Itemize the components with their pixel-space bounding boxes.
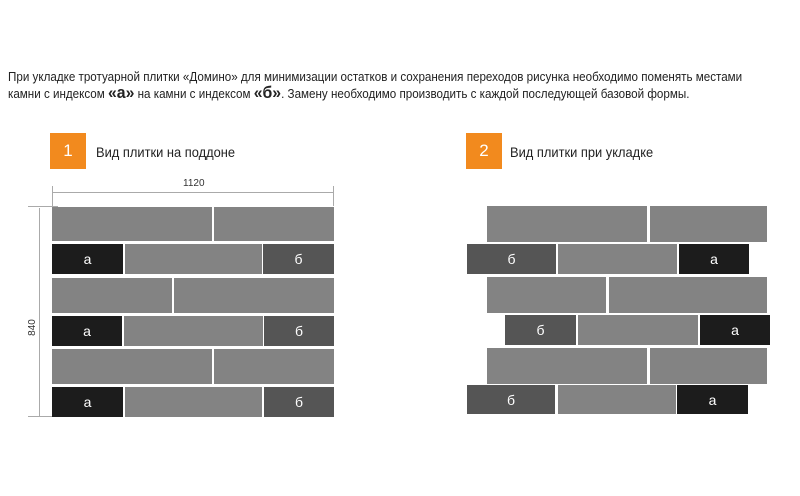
tile xyxy=(125,244,262,274)
tile xyxy=(558,385,676,414)
section-2-title: Вид плитки при укладке xyxy=(510,144,654,160)
tile-b: б xyxy=(505,315,576,345)
tile-a: а xyxy=(677,385,748,414)
tile-b: б xyxy=(264,316,334,346)
index-a: «а» xyxy=(108,83,135,102)
tile xyxy=(558,244,677,274)
tile-b: б xyxy=(467,385,555,414)
index-b: «б» xyxy=(253,83,282,102)
dimension-tick xyxy=(28,206,58,207)
tile xyxy=(52,349,212,384)
tile-b: б xyxy=(263,244,334,274)
tile xyxy=(650,206,767,242)
intro-line-1: При укладке тротуарной плитки «Домино» д… xyxy=(8,70,743,84)
tile xyxy=(174,278,334,313)
tile xyxy=(487,277,606,313)
tile xyxy=(52,207,212,241)
tile xyxy=(487,206,647,242)
section-1-badge: 1 xyxy=(50,133,86,169)
tile-a: а xyxy=(52,387,123,417)
tile xyxy=(214,207,334,241)
tile xyxy=(487,348,647,384)
width-dimension-line xyxy=(52,192,334,193)
tile xyxy=(609,277,767,313)
dimension-tick xyxy=(52,186,53,206)
dimension-tick xyxy=(333,186,334,206)
height-dimension-line xyxy=(39,208,40,416)
tile xyxy=(650,348,767,384)
intro-line-2: камни с индексом «а» на камни с индексом… xyxy=(8,83,690,102)
height-label: 840 xyxy=(26,319,38,336)
tile-b: б xyxy=(264,387,334,417)
section-2-badge: 2 xyxy=(466,133,502,169)
tile xyxy=(578,315,698,345)
tile xyxy=(124,316,263,346)
tile xyxy=(125,387,262,417)
dimension-tick xyxy=(28,416,58,417)
intro-text: При укладке тротуарной плитки «Домино» д… xyxy=(8,69,743,102)
section-1-title: Вид плитки на поддоне xyxy=(96,144,236,160)
tile xyxy=(214,349,334,384)
tile-a: а xyxy=(679,244,749,274)
tile-b: б xyxy=(467,244,556,274)
tile-a: а xyxy=(52,316,122,346)
width-label: 1120 xyxy=(183,178,205,189)
tile-a: а xyxy=(700,315,770,345)
tile xyxy=(52,278,172,313)
tile-a: а xyxy=(52,244,123,274)
